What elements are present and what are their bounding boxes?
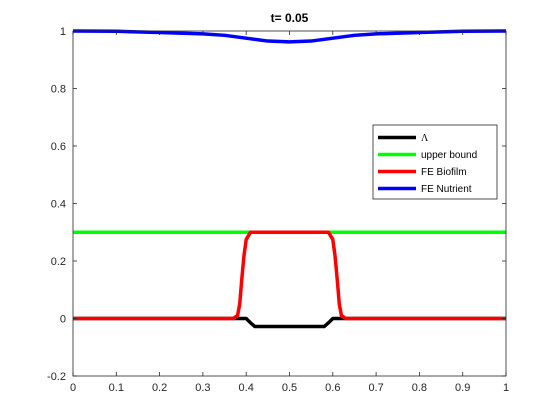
legend-label-fe-biofilm: FE Biofilm [421, 167, 467, 178]
x-tick-label: 0.9 [455, 382, 470, 394]
x-tick-label: 0.2 [152, 382, 167, 394]
legend-label-upper-bound: upper bound [421, 150, 477, 161]
series-line-fe-biofilm [73, 230, 506, 321]
y-tick-label: -0.2 [47, 371, 66, 383]
x-tick-label: 0.8 [412, 382, 427, 394]
y-tick-label: 0 [60, 314, 66, 326]
y-tick-label: 0.2 [51, 256, 66, 268]
series-layer [72, 29, 507, 329]
x-axis: 0 0.1 0.2 0.3 0.4 0.5 0.6 0.7 0.8 0.9 1 [70, 31, 509, 394]
legend-label-fe-nutrient: FE Nutrient [421, 184, 472, 195]
x-tick-label: 0.3 [195, 382, 210, 394]
x-tick-label: 1 [503, 382, 509, 394]
series-line-lambda [73, 316, 506, 329]
x-tick-label: 0 [70, 382, 76, 394]
x-tick-label: 0.5 [282, 382, 297, 394]
series-line-fe-nutrient [72, 29, 507, 44]
x-tick-label: 0.6 [325, 382, 340, 394]
y-tick-label: 0.4 [51, 199, 66, 211]
chart-title: t= 0.05 [271, 11, 309, 25]
x-tick-label: 0.4 [239, 382, 254, 394]
y-axis: -0.2 0 0.2 0.4 0.6 0.8 1 [47, 26, 506, 383]
plot-area [73, 31, 506, 376]
legend-label-lambda: Λ [421, 133, 429, 144]
x-tick-label: 0.7 [368, 382, 383, 394]
x-tick-label: 0.1 [109, 382, 124, 394]
y-tick-label: 1 [60, 26, 66, 38]
y-tick-label: 0.8 [51, 84, 66, 96]
y-tick-label: 0.6 [51, 141, 66, 153]
